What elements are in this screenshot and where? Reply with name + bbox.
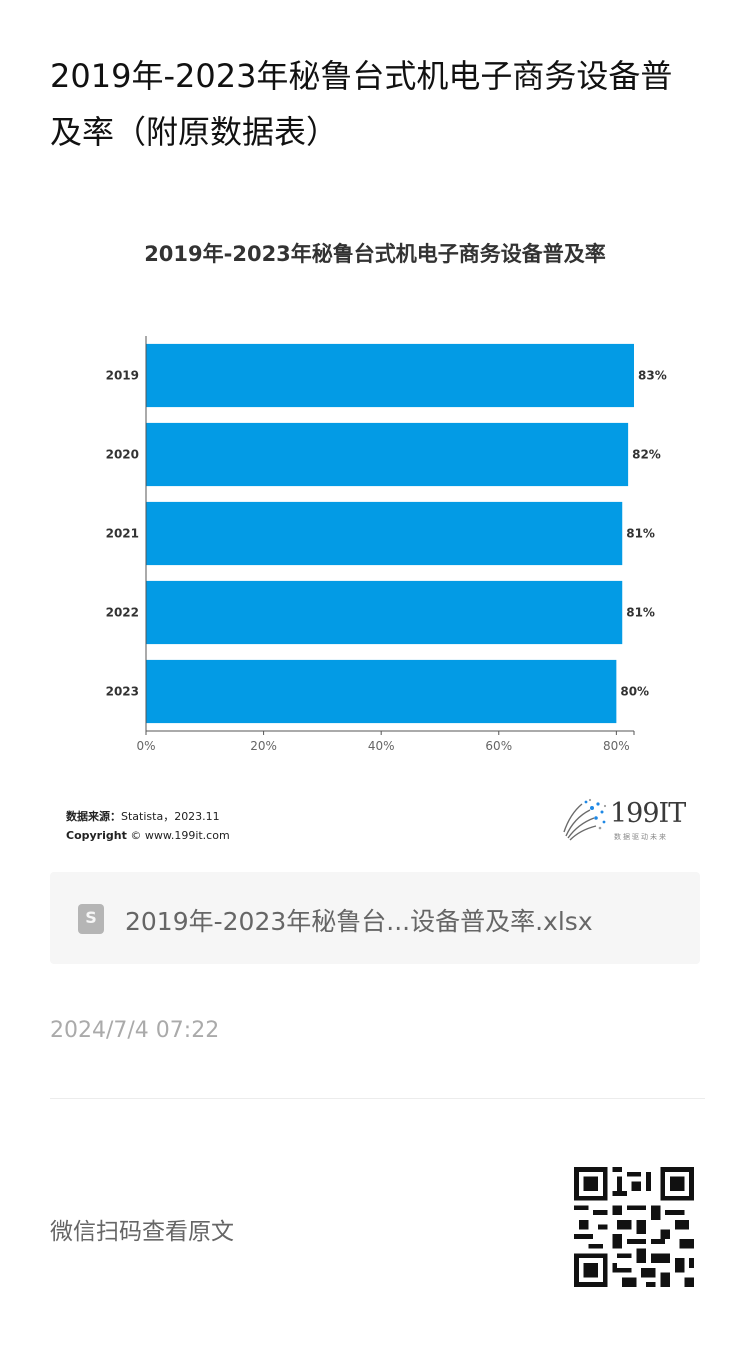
bar-2021	[146, 501, 623, 566]
y-tick-label: 2022	[106, 606, 139, 620]
bar-2022	[146, 580, 623, 645]
data-label: 83%	[638, 369, 667, 383]
source-line: 数据来源：Statista，2023.11	[66, 808, 220, 824]
article-title: 2019年-2023年秘鲁台式机电子商务设备普及率（附原数据表）	[50, 57, 673, 151]
x-tick-label: 20%	[250, 739, 277, 753]
source-text: Statista，2023.11	[121, 810, 220, 823]
bar-2020	[146, 422, 629, 487]
chart-image: 2019年-2023年秘鲁台式机电子商务设备普及率 2019 83% 2020 82%…	[50, 220, 700, 860]
y-tick-label: 2019	[106, 369, 139, 383]
bar-2019	[146, 343, 634, 408]
x-tick-label: 60%	[485, 739, 512, 753]
data-label: 81%	[626, 527, 655, 541]
qr-label: 微信扫码查看原文	[50, 1219, 234, 1245]
divider	[50, 1098, 705, 1099]
bar-2023	[146, 659, 617, 724]
qr-code-icon	[574, 1167, 694, 1287]
bar-chart: 2019 83% 2020 82% 2021 81% 2022 81% 2023 80% 0% 20%…	[106, 336, 667, 753]
source-label: 数据来源：	[66, 810, 121, 823]
data-label: 81%	[626, 606, 655, 620]
y-tick-label: 2023	[106, 685, 139, 699]
data-label: 80%	[620, 685, 649, 699]
x-tick-label: 80%	[603, 739, 630, 753]
copyright-line: Copyright © www.199it.com	[66, 829, 230, 842]
y-tick-label: 2020	[106, 448, 139, 462]
copyright-label: Copyright	[66, 829, 127, 842]
attachment-filename[interactable]: 2019年-2023年秘鲁台...设备普及率.xlsx	[125, 907, 593, 936]
data-label: 82%	[632, 448, 661, 462]
x-tick-label: 0%	[136, 739, 155, 753]
logo-slogan: 数据驱动未来	[614, 833, 668, 841]
x-tick-label: 40%	[368, 739, 395, 753]
copyright-text: © www.199it.com	[130, 829, 230, 842]
file-icon-glyph: S	[85, 908, 97, 927]
spreadsheet-file-icon: S	[78, 904, 104, 934]
logo-text: 199IT	[610, 798, 686, 829]
chart-title: 2019年-2023年秘鲁台式机电子商务设备普及率	[144, 242, 606, 266]
publish-date: 2024/7/4 07:22	[50, 1018, 220, 1043]
dandelion-logo-icon	[563, 798, 607, 841]
attachment-card[interactable]: S 2019年-2023年秘鲁台...设备普及率.xlsx	[50, 872, 700, 964]
brand-logo: 199IT 数据驱动未来	[560, 796, 690, 846]
y-tick-label: 2021	[106, 527, 139, 541]
